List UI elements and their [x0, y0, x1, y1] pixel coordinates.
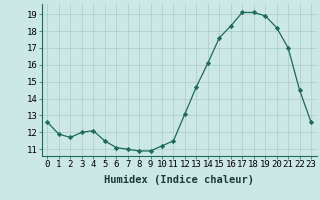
X-axis label: Humidex (Indice chaleur): Humidex (Indice chaleur) [104, 175, 254, 185]
